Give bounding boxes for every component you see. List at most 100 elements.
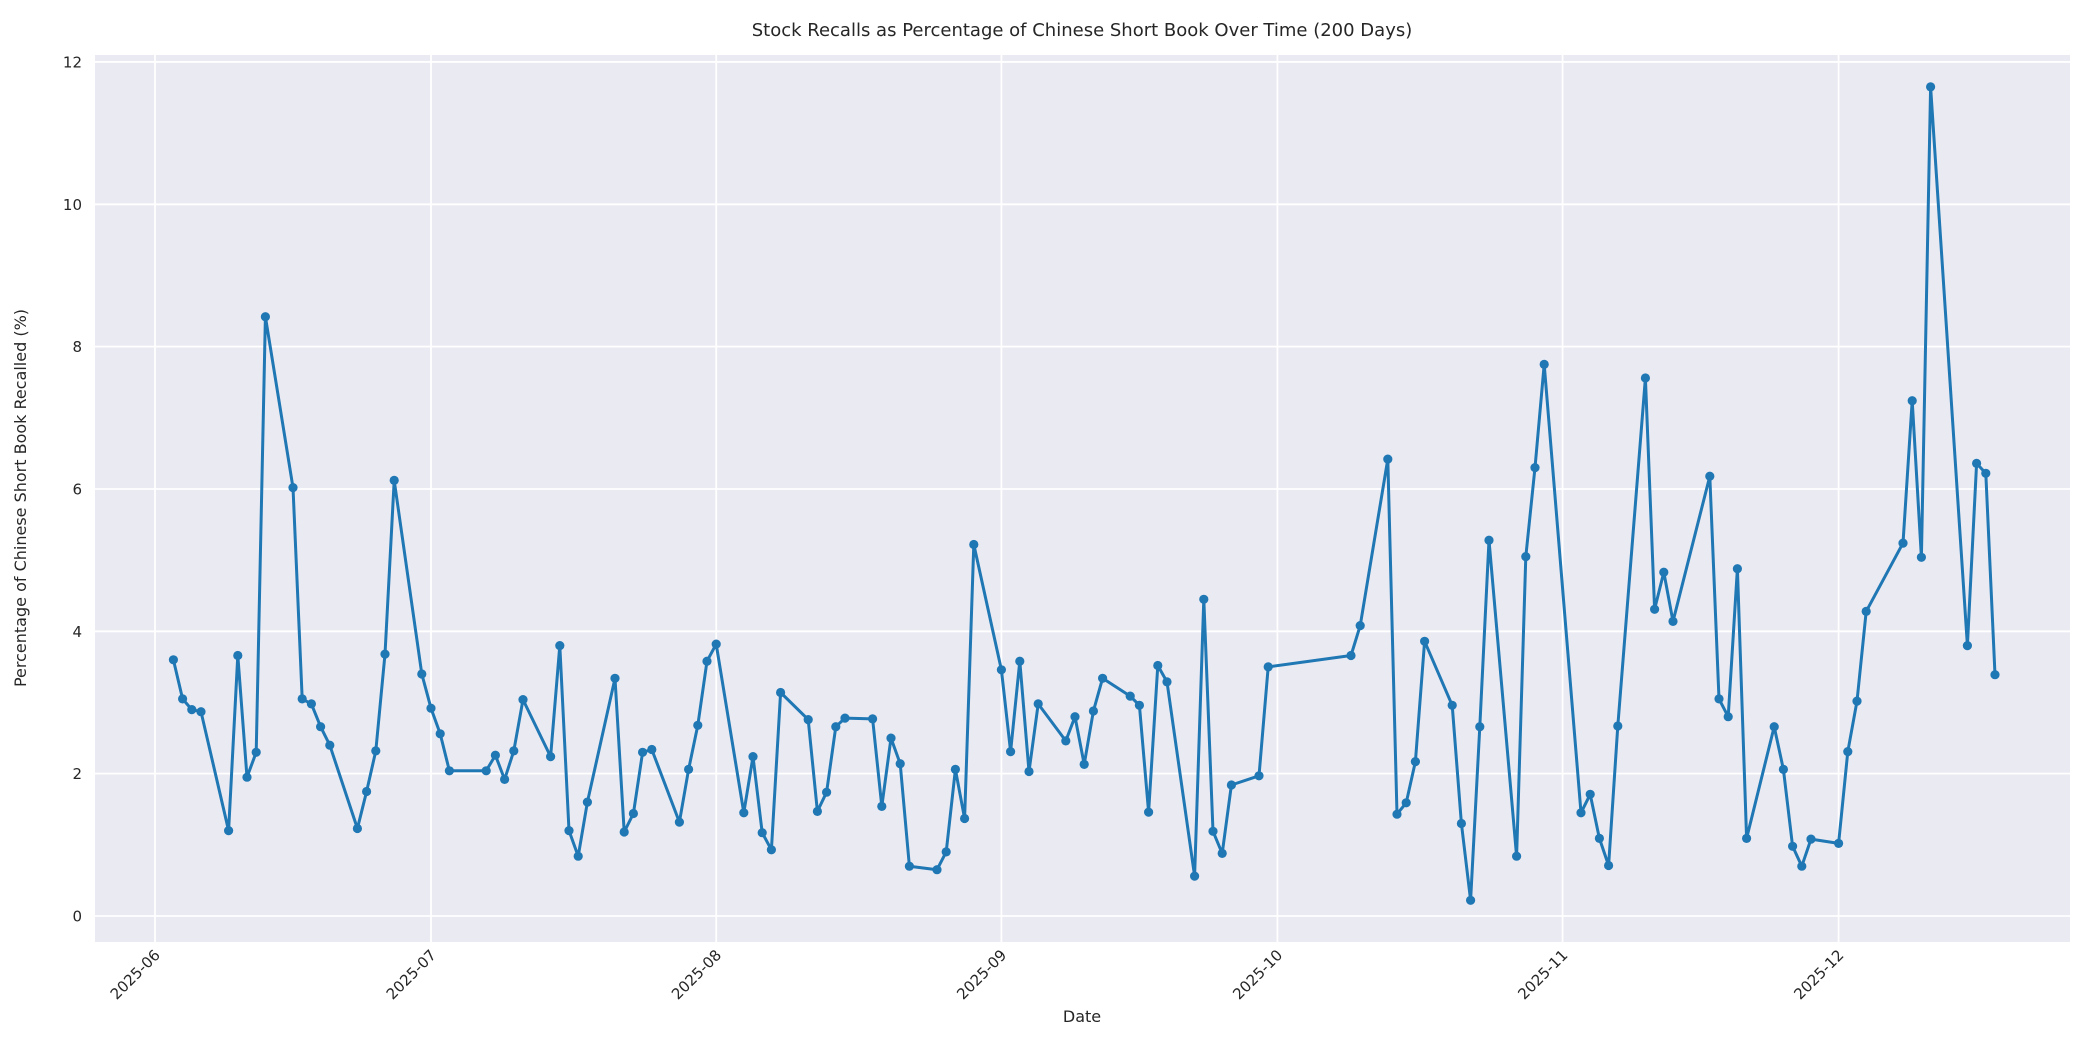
x-tick-label: 2025-06 [107,946,164,1003]
data-point-marker [1723,712,1733,722]
data-point-marker [1742,833,1752,844]
x-tick-label: 2025-08 [668,946,725,1003]
data-point-marker [1088,706,1098,716]
y-tick-label: 4 [72,623,82,641]
chart-title: Stock Recalls as Percentage of Chinese S… [752,20,1413,41]
x-tick-label: 2025-09 [953,946,1010,1003]
data-point-marker [1539,359,1549,369]
x-axis-label: Date [1063,1007,1101,1026]
data-point-marker [417,669,427,679]
data-point-marker [500,774,510,785]
y-tick-label: 2 [72,765,82,783]
data-point-marker [168,655,178,665]
data-point-marker [619,827,629,837]
data-point-marker [316,722,326,732]
data-point-marker [757,828,767,838]
data-point-marker [1475,722,1485,732]
data-point-marker [1705,471,1715,481]
data-point-marker [1926,82,1936,92]
data-point-marker [831,722,841,732]
data-point-marker [1061,736,1071,746]
data-point-marker [1456,818,1466,829]
data-point-marker [481,766,491,776]
data-point-marker [389,475,399,485]
data-point-marker [739,808,749,818]
data-point-marker [812,806,823,817]
data-point-marker [776,687,786,698]
data-point-marker [684,764,694,775]
data-point-marker [1981,468,1991,478]
y-tick-label: 0 [72,908,82,926]
data-point-marker [1199,594,1209,604]
data-point-marker [1144,807,1154,817]
data-point-marker [1153,660,1163,671]
data-point-marker [1834,838,1844,849]
series-line [171,85,1997,902]
data-point-marker [1806,834,1816,844]
data-point-marker [1383,454,1393,464]
data-series [168,82,2000,905]
data-point-marker [224,826,234,836]
data-point-marker [1190,871,1200,881]
data-point-marker [1640,373,1650,383]
data-point-marker [1420,636,1430,646]
data-point-marker [969,539,979,550]
data-point-marker [877,801,887,812]
data-point-marker [647,744,657,755]
data-point-marker [426,703,436,713]
data-point-marker [960,813,970,824]
data-point-marker [1714,694,1724,704]
data-point-marker [1668,616,1678,627]
data-point-marker [822,787,832,797]
x-axis-tick-labels: 2025-06 2025-07 2025-08 2025-09 2025-10 2025-… [107,946,1848,1003]
data-point-marker [233,650,243,661]
data-point-marker [1521,552,1531,562]
x-tick-label: 2025-07 [383,946,440,1003]
data-point-marker [1769,722,1779,732]
data-point-marker [1208,826,1218,836]
data-point-marker [1447,700,1457,710]
data-point-marker [1861,606,1871,617]
plot-area-background [95,55,2070,942]
data-point-marker [1972,458,1982,468]
data-point-marker [1613,721,1623,731]
data-point-marker [546,752,556,762]
data-point-marker [932,865,942,875]
data-point-marker [1962,641,1972,651]
x-tick-label: 2025-10 [1229,946,1286,1003]
data-point-marker [1226,780,1236,790]
data-point-marker [242,772,252,782]
data-point-marker [444,766,454,776]
data-point-marker [1098,673,1108,683]
data-point-marker [748,752,758,762]
data-point-marker [1015,656,1025,666]
data-point-marker [1594,833,1604,844]
data-point-marker [178,694,188,704]
data-point-marker [288,483,298,493]
data-point-marker [371,746,381,756]
y-tick-label: 10 [63,196,82,214]
data-point-marker [490,750,500,760]
data-point-marker [509,746,519,756]
data-point-marker [766,845,777,855]
data-point-marker [564,826,574,836]
data-point-marker [1898,538,1908,548]
data-point-marker [573,851,583,861]
data-point-marker [1512,851,1522,861]
x-tick-label: 2025-12 [1790,946,1847,1003]
data-point-marker [1162,677,1172,687]
data-point-marker [702,656,712,666]
data-point-marker [435,729,445,739]
data-point-marker [1788,841,1798,851]
y-tick-label: 12 [63,53,82,71]
data-point-marker [518,695,528,705]
data-point-marker [693,720,703,730]
data-point-marker [1990,670,2000,680]
data-point-marker [1604,860,1614,871]
data-point-marker [711,639,721,649]
data-point-marker [1355,621,1365,631]
data-point-marker [1732,564,1742,574]
y-tick-label: 8 [72,338,82,356]
